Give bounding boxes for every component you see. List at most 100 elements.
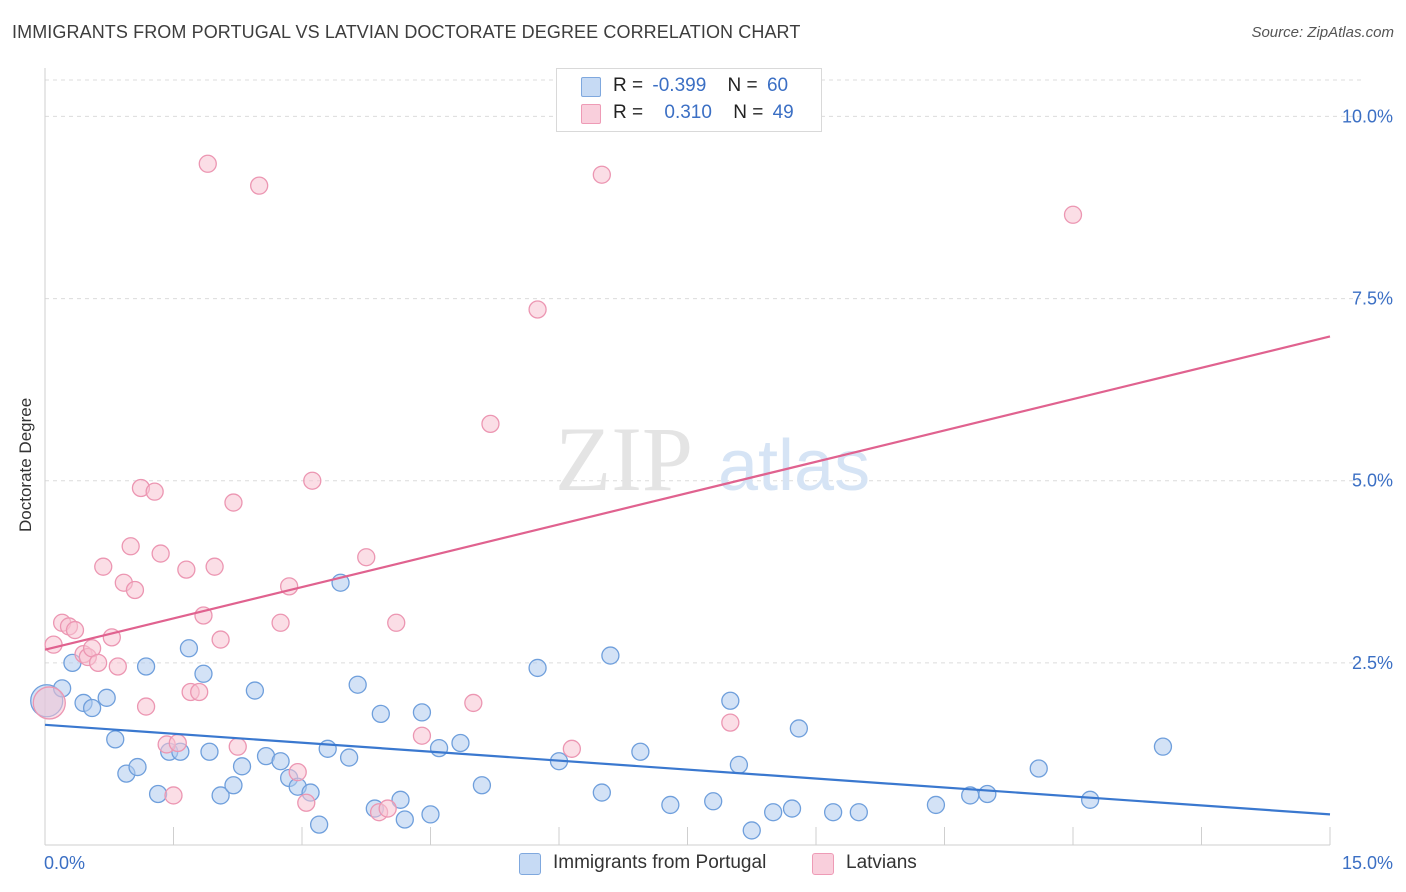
trend-line-blue [44, 723, 1331, 816]
data-point [592, 165, 611, 184]
watermark-zip: ZIP [555, 408, 693, 510]
data-point [395, 810, 414, 829]
data-point [472, 776, 492, 795]
source-label: Source: ZipAtlas.com [1251, 24, 1394, 41]
data-point [849, 803, 868, 822]
r-label: R = [613, 102, 644, 123]
n-label: N = [727, 75, 758, 96]
watermark: ZIP atlas [555, 408, 870, 510]
n-value: 49 [772, 102, 794, 123]
data-point [88, 653, 108, 673]
data-point [339, 748, 359, 767]
y-tick-label: 7.5% [1352, 289, 1393, 309]
data-point [224, 493, 243, 512]
data-point [106, 730, 125, 749]
data-point [97, 688, 116, 707]
data-point [271, 613, 290, 632]
data-point [32, 686, 66, 720]
r-label: R = [613, 75, 644, 96]
data-point [1153, 737, 1173, 756]
data-point [1029, 759, 1048, 778]
data-point [978, 784, 997, 804]
chart-title: IMMIGRANTS FROM PORTUGAL VS LATVIAN DOCT… [12, 22, 801, 42]
legend-label-latvians: Latvians [846, 852, 917, 873]
legend-swatch-blue [519, 853, 541, 875]
data-point [451, 733, 470, 753]
data-point [297, 793, 316, 812]
data-point [926, 795, 946, 815]
data-point [148, 784, 168, 804]
data-point [371, 704, 390, 724]
data-point [592, 783, 611, 802]
data-point [309, 815, 329, 834]
data-point [357, 548, 376, 567]
data-point [464, 693, 483, 713]
n-label: N = [733, 102, 764, 123]
y-axis-label: Doctorate Degree [16, 397, 35, 532]
data-point [288, 762, 307, 782]
n-value: 60 [766, 75, 789, 96]
data-point [789, 719, 809, 738]
data-point [271, 752, 290, 771]
data-point [108, 657, 127, 676]
legend-label-portugal: Immigrants from Portugal [553, 852, 767, 873]
data-point [245, 681, 265, 700]
data-point [211, 786, 230, 805]
data-point [729, 755, 749, 775]
legend-swatch-blue [581, 77, 601, 97]
data-point [136, 697, 156, 716]
data-point [528, 300, 547, 319]
data-point [742, 821, 761, 840]
x-tick-label: 0.0% [44, 853, 85, 873]
data-point [481, 414, 500, 434]
data-point [194, 664, 213, 683]
data-point [177, 560, 196, 579]
r-value: -0.399 [652, 75, 707, 96]
data-point [721, 691, 740, 710]
data-point [232, 757, 252, 776]
data-point [764, 803, 783, 822]
y-tick-label: 10.0% [1342, 106, 1393, 126]
data-point [562, 739, 581, 758]
data-point [429, 738, 449, 758]
data-point [348, 675, 367, 694]
data-point [151, 544, 170, 563]
legend-swatch-pink [581, 104, 601, 124]
data-point [200, 742, 219, 761]
trend-line-pink [44, 335, 1331, 651]
data-point [136, 657, 156, 676]
data-point [721, 713, 740, 732]
data-point [65, 620, 85, 640]
data-point [211, 630, 230, 649]
tick-labels: 2.5% 5.0% 7.5% 10.0% 0.0% 15.0% [44, 106, 1393, 873]
data-point [224, 776, 243, 795]
data-point [82, 698, 102, 718]
data-point [412, 703, 432, 722]
data-point [228, 737, 247, 756]
data-point [782, 799, 802, 818]
legend-swatch-pink [812, 853, 834, 875]
y-tick-label: 5.0% [1352, 471, 1393, 491]
data-point [1063, 205, 1083, 224]
grid-layer [45, 79, 1365, 664]
data-point [303, 471, 322, 490]
data-point [205, 557, 224, 576]
correlation-legend: R = -0.399 N = 60 R = 0.310 N = 49 [556, 68, 822, 132]
data-point [1080, 790, 1100, 809]
data-point [198, 154, 217, 173]
data-point [168, 733, 187, 753]
data-point [94, 557, 113, 576]
data-point [164, 786, 183, 805]
data-point [387, 613, 406, 632]
data-point [44, 635, 63, 654]
data-point [704, 792, 723, 811]
data-point [125, 580, 145, 600]
data-point [190, 682, 209, 702]
data-point [823, 803, 843, 822]
data-point [631, 742, 650, 761]
y-tick-label: 2.5% [1352, 653, 1393, 673]
data-point [661, 795, 680, 815]
data-point [128, 757, 147, 777]
series-latvians [32, 154, 1083, 822]
